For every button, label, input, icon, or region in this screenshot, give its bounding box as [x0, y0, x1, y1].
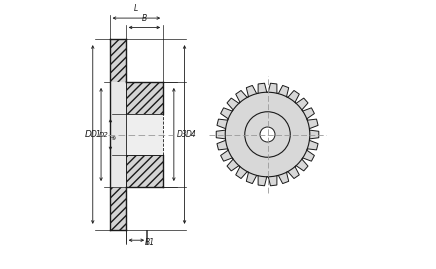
Polygon shape [216, 83, 319, 186]
Polygon shape [126, 114, 163, 155]
Text: D4: D4 [186, 130, 197, 139]
Polygon shape [126, 155, 163, 187]
Text: B1: B1 [144, 238, 154, 247]
Text: D3: D3 [177, 130, 188, 139]
Polygon shape [126, 82, 163, 114]
Polygon shape [109, 187, 126, 229]
Circle shape [260, 127, 275, 142]
Polygon shape [109, 82, 126, 187]
Text: D2: D2 [99, 132, 109, 137]
Text: H9: H9 [109, 136, 116, 141]
Text: B: B [142, 14, 147, 23]
Text: D1: D1 [91, 130, 102, 139]
Text: L: L [134, 4, 139, 13]
Circle shape [245, 112, 290, 157]
Circle shape [225, 92, 310, 177]
Text: D: D [85, 130, 92, 139]
Polygon shape [109, 40, 126, 82]
